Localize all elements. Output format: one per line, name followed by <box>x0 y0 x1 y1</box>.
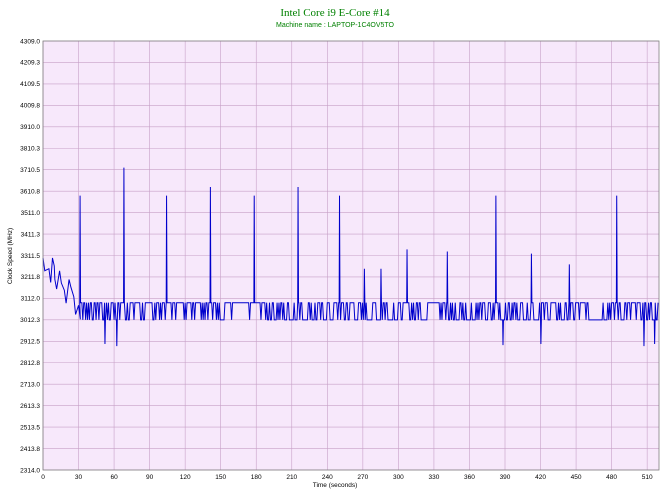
x-axis-label: Time (seconds) <box>313 482 358 489</box>
y-tick-label: 2713.0 <box>20 382 40 389</box>
y-tick-label: 3311.5 <box>21 253 41 260</box>
x-tick-label: 240 <box>322 474 333 481</box>
grid-lines <box>42 40 659 471</box>
x-tick-label: 90 <box>146 474 154 481</box>
x-tick-label: 510 <box>642 474 653 481</box>
x-tick-label: 60 <box>110 474 118 481</box>
y-tick-label: 3710.5 <box>20 167 40 174</box>
y-tick-label: 3610.8 <box>20 188 40 195</box>
x-tick-label: 480 <box>606 474 617 481</box>
x-tick-label: 300 <box>393 474 404 481</box>
x-axis-ticks: 0 30 60 90 120 150 180 210 240 270 300 330 360 390 420… <box>41 474 653 481</box>
chart-subtitle: Machine name : LAPTOP-1C4OV5TO <box>276 22 395 29</box>
y-tick-label: 2314.0 <box>20 467 40 474</box>
x-tick-label: 450 <box>571 474 582 481</box>
y-tick-label: 2513.5 <box>20 424 40 431</box>
y-tick-label: 3910.0 <box>20 124 40 131</box>
x-tick-label: 180 <box>251 474 262 481</box>
x-tick-label: 30 <box>75 474 83 481</box>
x-tick-label: 420 <box>535 474 546 481</box>
x-tick-label: 0 <box>41 474 45 481</box>
y-tick-label: 2912.5 <box>20 339 40 346</box>
y-tick-label: 2413.8 <box>20 446 40 453</box>
x-tick-label: 390 <box>500 474 511 481</box>
y-tick-label: 3012.3 <box>20 317 40 324</box>
y-tick-label: 3810.3 <box>20 146 40 153</box>
y-tick-label: 4309.0 <box>20 38 40 45</box>
x-tick-label: 330 <box>428 474 439 481</box>
y-tick-label: 4009.8 <box>20 103 40 110</box>
x-tick-label: 150 <box>215 474 226 481</box>
y-tick-label: 4109.5 <box>20 81 40 88</box>
x-tick-label: 270 <box>357 474 368 481</box>
y-tick-label: 4209.3 <box>20 60 40 67</box>
plot-border <box>42 40 660 471</box>
y-tick-label: 3211.8 <box>21 274 41 281</box>
y-tick-label: 2812.8 <box>20 360 40 367</box>
y-tick-label: 3112.0 <box>21 296 41 303</box>
y-tick-label: 3511.0 <box>21 210 41 217</box>
x-tick-label: 360 <box>464 474 475 481</box>
x-tick-label: 120 <box>180 474 191 481</box>
chart-title: Intel Core i9 E-Core #14 <box>280 7 390 19</box>
x-tick-label: 210 <box>286 474 297 481</box>
y-axis-label: Clock Speed (MHz) <box>7 228 14 284</box>
y-tick-label: 3411.3 <box>21 231 41 238</box>
y-axis-ticks: 4309.0 4209.3 4109.5 4009.8 3910.0 3810.3 3710… <box>20 38 40 474</box>
series-line <box>42 167 659 347</box>
y-tick-label: 2613.3 <box>20 403 40 410</box>
